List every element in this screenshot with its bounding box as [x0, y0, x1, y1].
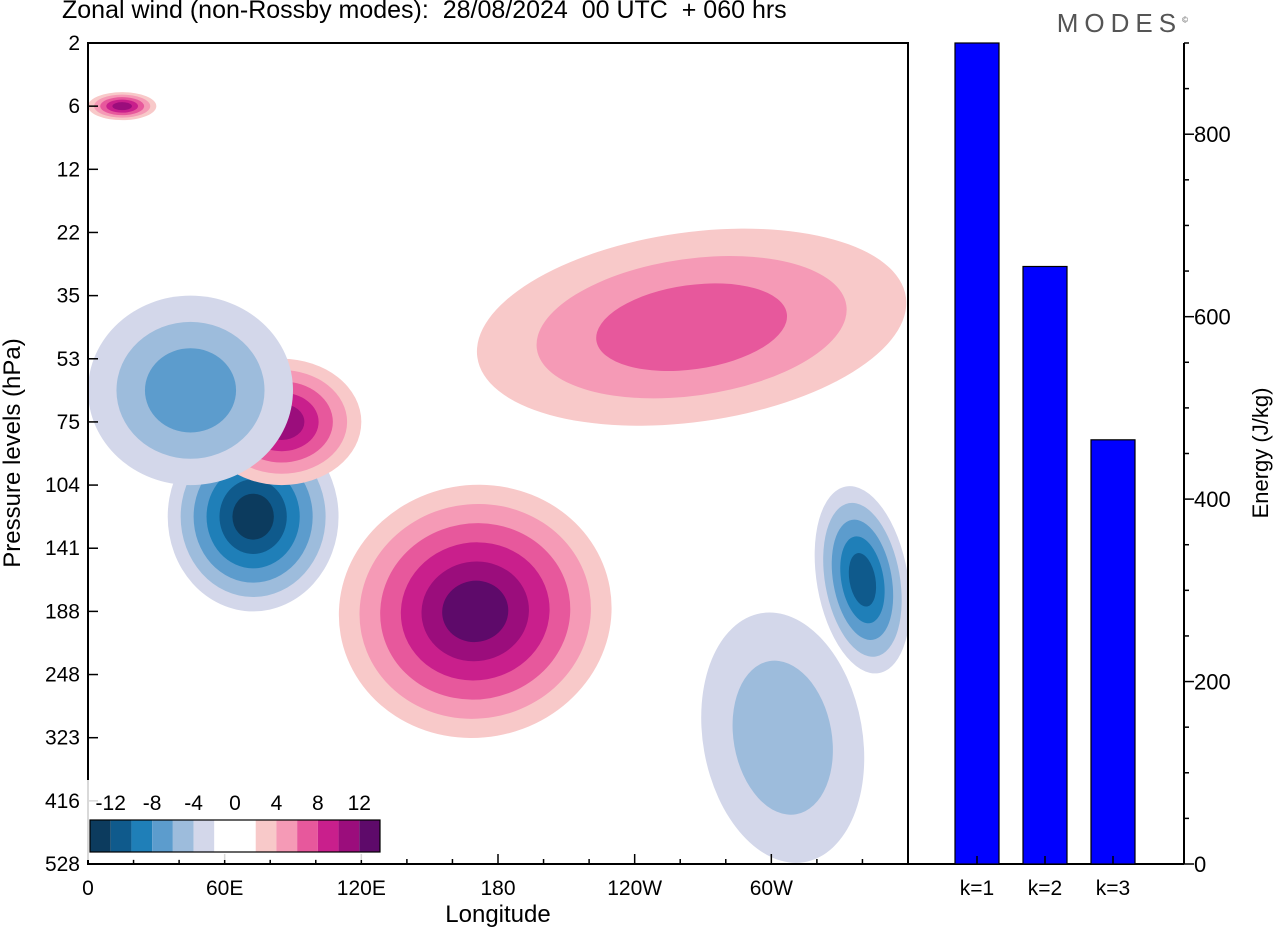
y-tick-label: 323 — [45, 727, 80, 750]
colorbar-swatch — [152, 820, 173, 852]
wind-contour — [732, 660, 833, 815]
colorbar-swatch — [235, 820, 256, 852]
x-tick-label: 60W — [750, 877, 793, 900]
colorbar-border — [89, 819, 381, 853]
wind-contour — [442, 580, 509, 643]
y-tick-label: 248 — [45, 664, 80, 687]
colorbar-swatch — [297, 820, 318, 852]
y-tick-label: 416 — [45, 790, 80, 813]
wind-feature-positive — [476, 228, 907, 426]
colorbar: -12 -8 -4 0 4 8 12 — [86, 780, 384, 860]
y-tick-label: 35 — [57, 285, 80, 308]
bar-y-tick-label: 600 — [1194, 305, 1231, 330]
colorbar-label: -8 — [143, 792, 162, 815]
x-tick-label: 60E — [206, 877, 243, 900]
bar-y-tick-label: 0 — [1194, 852, 1206, 877]
colorbar-swatch — [276, 820, 298, 852]
colorbar-swatch — [110, 820, 132, 852]
bar-category-label: k=1 — [960, 877, 994, 900]
bar-y-axis-label: Energy (J/kg) — [1248, 388, 1273, 519]
y-tick-label: 104 — [45, 474, 80, 497]
brand-logo-mark: © — [1182, 15, 1188, 25]
wind-contour — [144, 348, 237, 433]
colorbar-label: 8 — [312, 792, 324, 815]
energy-bar — [1022, 265, 1068, 865]
colorbar-swatch — [317, 820, 339, 852]
brand-logo-text: MODES — [1056, 8, 1183, 38]
bar-y-tick-label: 800 — [1194, 122, 1231, 147]
bar-y-tick-label: 200 — [1194, 670, 1231, 695]
wind-contour — [112, 102, 132, 111]
y-tick-label: 6 — [68, 95, 80, 118]
x-axis: 0 60E 120E 180 120W 60W Longitude — [82, 854, 909, 928]
x-tick-label: 120E — [337, 877, 386, 900]
y-tick-label: 53 — [57, 348, 80, 371]
y-tick-label: 188 — [45, 600, 80, 623]
chart-title: Zonal wind (non-Rossby modes): 28/08/202… — [62, 0, 787, 24]
colorbar-swatch — [338, 820, 360, 852]
energy-bar — [954, 42, 1000, 865]
wind-feature-negative — [701, 612, 865, 863]
y-tick-label: 12 — [57, 158, 80, 181]
colorbar-swatch — [255, 820, 277, 852]
y-tick-label: 2 — [68, 32, 80, 55]
y-tick-label: 141 — [45, 537, 80, 560]
colorbar-label: -4 — [184, 792, 203, 815]
brand-logo: MODES© — [1057, 8, 1188, 39]
wind-feature-negative — [88, 295, 293, 486]
wind-contour — [848, 553, 877, 607]
heatmap — [88, 43, 908, 864]
colorbar-swatch — [172, 820, 194, 852]
colorbar-label: 0 — [229, 792, 241, 815]
y-axis-label: Pressure levels (hPa) — [0, 338, 26, 567]
colorbar-swatch — [90, 820, 111, 852]
x-tick-label: 180 — [480, 877, 515, 900]
colorbar-swatch — [359, 820, 380, 852]
wind-contour — [596, 283, 788, 371]
colorbar-label: 12 — [348, 792, 371, 815]
colorbar-swatch — [193, 820, 215, 852]
x-axis-label: Longitude — [445, 901, 550, 928]
y-tick-label: 75 — [57, 411, 80, 434]
energy-bar-chart: 0 200 400 600 800 Energy (J/kg) k=1 k=2 k=3 — [908, 42, 1273, 900]
wind-feature-positive — [88, 92, 157, 121]
wind-feature-positive — [338, 484, 612, 739]
y-tick-label: 528 — [45, 853, 80, 876]
wind-feature-negative — [814, 486, 908, 674]
colorbar-label: -12 — [96, 792, 126, 815]
bar-category-label: k=2 — [1028, 877, 1062, 900]
bar-y-tick-label: 400 — [1194, 487, 1231, 512]
x-tick-label: 0 — [82, 877, 94, 900]
colorbar-swatch — [131, 820, 153, 852]
y-tick-label: 22 — [57, 221, 80, 244]
wind-contour — [232, 493, 274, 540]
bar-category-label: k=3 — [1096, 877, 1130, 900]
colorbar-swatch — [214, 820, 235, 852]
energy-bar — [1090, 439, 1136, 865]
x-tick-label: 120W — [607, 877, 662, 900]
colorbar-label: 4 — [271, 792, 283, 815]
y-axis: 2 6 12 22 35 53 75 104 141 188 248 323 416 528 Pressur… — [0, 32, 98, 876]
